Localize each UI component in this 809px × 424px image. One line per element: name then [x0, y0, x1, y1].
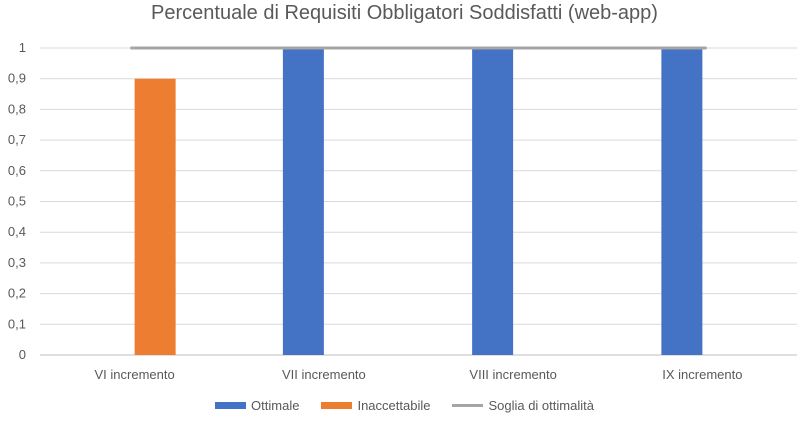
- bar-inaccettabile: [134, 78, 176, 355]
- x-tick-label: VIII incremento: [469, 367, 556, 382]
- y-tick-label: 0,3: [8, 255, 26, 270]
- y-tick-label: 0,6: [8, 163, 26, 178]
- x-tick-label: VI incremento: [95, 367, 175, 382]
- legend: Ottimale Inaccettabile Soglia di ottimal…: [0, 398, 809, 413]
- y-tick-label: 0,4: [8, 224, 26, 239]
- y-tick-label: 0,1: [8, 316, 26, 331]
- bar-ottimale: [661, 48, 703, 355]
- chart-title: Percentuale di Requisiti Obbligatori Sod…: [151, 2, 658, 24]
- y-tick-label: 0,8: [8, 101, 26, 116]
- y-tick-label: 0,2: [8, 286, 26, 301]
- legend-swatch-ottimale: [215, 402, 247, 409]
- legend-label-soglia: Soglia di ottimalità: [488, 398, 594, 413]
- y-tick-label: 0,9: [8, 71, 26, 86]
- y-tick-label: 1: [19, 40, 26, 55]
- y-axis-ticks: 0 0,1 0,2 0,3 0,4 0,5 0,6 0,7 0,8 0,9 1: [8, 40, 26, 362]
- legend-item-ottimale: Ottimale: [215, 398, 299, 413]
- legend-swatch-soglia: [452, 404, 484, 407]
- x-axis-ticks: VI incremento VII incremento VIII incremen…: [95, 367, 743, 382]
- legend-item-soglia: Soglia di ottimalità: [452, 398, 594, 413]
- y-tick-label: 0,5: [8, 194, 26, 209]
- x-tick-label: IX incremento: [662, 367, 742, 382]
- bar-ottimale: [282, 48, 324, 355]
- legend-label-inaccettabile: Inaccettabile: [357, 398, 431, 413]
- legend-item-inaccettabile: Inaccettabile: [321, 398, 430, 413]
- x-tick-label: VII incremento: [282, 367, 366, 382]
- legend-label-ottimale: Ottimale: [251, 398, 300, 413]
- y-tick-label: 0,7: [8, 132, 26, 147]
- bar-ottimale: [472, 48, 514, 355]
- y-tick-label: 0: [19, 347, 26, 362]
- bars: [134, 48, 703, 355]
- legend-swatch-inaccettabile: [321, 402, 353, 409]
